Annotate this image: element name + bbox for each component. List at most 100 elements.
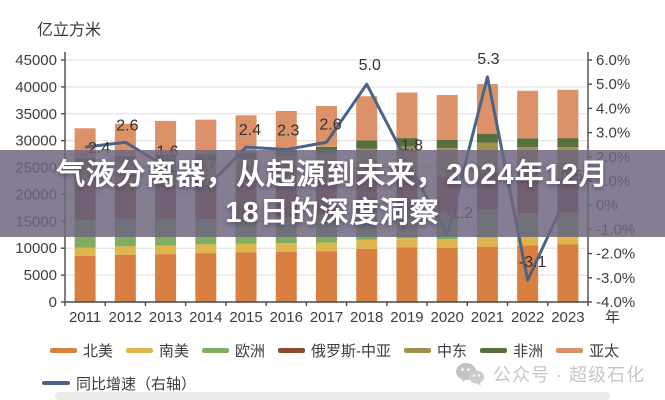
bar-segment-南美 [235, 243, 257, 253]
bar-segment-北美 [396, 247, 418, 302]
legend-regions: 北美 南美 欧洲 俄罗斯-中亚 中东 非洲 亚太 [50, 340, 625, 361]
bar-segment-南美 [436, 239, 458, 248]
right-tick-label: 6.0% [596, 52, 630, 69]
bar-segment-北美 [316, 251, 337, 302]
growth-data-label: 2.6 [319, 116, 341, 133]
bar-segment-北美 [235, 252, 257, 302]
bar-segment-南美 [557, 235, 579, 245]
legend-item-非洲: 非洲 [480, 340, 543, 361]
x-tick-label: 2019 [390, 309, 423, 326]
legend-label: 俄罗斯-中亚 [311, 342, 392, 360]
x-tick-label: 2023 [551, 309, 584, 326]
legend-item-南美: 南美 [126, 340, 189, 361]
left-tick-label: 35000 [15, 106, 57, 123]
bar-segment-南美 [275, 243, 297, 252]
bar-segment-亚太 [356, 96, 378, 141]
left-tick-label: 30000 [15, 133, 57, 150]
x-tick-label: 2016 [270, 309, 303, 326]
bar-segment-南美 [517, 236, 539, 246]
growth-data-label: 5.0 [359, 57, 381, 74]
right-tick-label: -4.0% [596, 294, 635, 311]
left-tick-label: 10000 [15, 240, 57, 257]
watermark-text: 公众号 · 超级石化 [493, 365, 645, 385]
headline-line-2: 18日的深度洞察 [225, 196, 440, 229]
growth-line-label: 同比增速（右轴） [76, 375, 197, 393]
left-tick-label: 5000 [24, 267, 57, 284]
legend-label: 北美 [83, 342, 114, 360]
bar-segment-亚太 [235, 115, 257, 153]
bar-segment-亚太 [195, 119, 217, 155]
legend-swatch [556, 347, 584, 353]
right-tick-label: 3.0% [596, 125, 630, 142]
bar-segment-南美 [74, 247, 96, 256]
bar-segment-亚太 [436, 95, 458, 140]
bar-segment-非洲 [557, 138, 579, 148]
bar-segment-北美 [275, 251, 297, 302]
x-tick-label: 2021 [471, 309, 504, 326]
x-tick-label: 2015 [229, 309, 262, 326]
left-tick-label: 0 [49, 294, 57, 311]
legend-label: 欧洲 [235, 342, 266, 360]
left-axis-unit-label: 亿立方米 [37, 22, 102, 39]
bar-segment-非洲 [436, 139, 458, 148]
bar-segment-南美 [195, 244, 217, 254]
growth-line-swatch [42, 381, 70, 385]
left-tick-label: 40000 [15, 79, 57, 96]
legend-label: 亚太 [589, 342, 620, 360]
headline-overlay-band: 气液分离器，从起源到未来，2024年12月 18日的深度洞察 [0, 150, 665, 237]
legend-label: 中东 [437, 342, 468, 360]
legend-label: 非洲 [513, 342, 544, 360]
x-tick-label: 2013 [149, 309, 182, 326]
right-tick-label: 5.0% [596, 76, 630, 93]
wechat-icon [456, 363, 484, 386]
legend-item-俄罗斯-中亚: 俄罗斯-中亚 [278, 340, 391, 361]
x-tick-label: 2022 [511, 309, 544, 326]
right-tick-label: 4.0% [596, 100, 630, 117]
bar-segment-南美 [316, 242, 337, 252]
right-tick-label: -2.0% [596, 246, 635, 263]
bar-segment-北美 [436, 247, 458, 302]
legend-swatch [278, 347, 306, 353]
bar-segment-南美 [155, 245, 177, 255]
x-axis-unit: 年 [605, 309, 620, 326]
x-tick-label: 2020 [431, 309, 464, 326]
bar-segment-亚太 [155, 120, 177, 155]
bar-segment-北美 [557, 244, 579, 302]
growth-data-label: -3.1 [519, 254, 547, 271]
legend-label: 南美 [159, 342, 190, 360]
bar-segment-北美 [476, 246, 498, 302]
bar-segment-北美 [114, 254, 136, 302]
legend-swatch [202, 347, 230, 353]
legend-item-亚太: 亚太 [556, 340, 619, 361]
right-tick-label: -3.0% [596, 270, 635, 287]
x-tick-label: 2017 [310, 309, 343, 326]
legend-item-欧洲: 欧洲 [202, 340, 265, 361]
growth-data-label: 2.6 [116, 117, 138, 134]
bar-segment-非洲 [356, 140, 378, 149]
bar-segment-亚太 [114, 123, 136, 156]
x-tick-label: 2012 [109, 309, 142, 326]
legend-item-中东: 中东 [404, 340, 467, 361]
bar-segment-南美 [396, 238, 418, 248]
bar-segment-非洲 [476, 133, 498, 143]
legend-growth-line: 同比增速（右轴） [42, 374, 197, 393]
growth-data-label: 5.3 [477, 51, 499, 68]
bar-segment-非洲 [517, 138, 539, 148]
legend-item-北美: 北美 [50, 340, 113, 361]
bar-segment-南美 [114, 246, 136, 255]
bar-segment-亚太 [517, 90, 539, 139]
bar-segment-北美 [155, 254, 177, 302]
bar-segment-南美 [476, 237, 498, 247]
bar-segment-北美 [195, 253, 217, 302]
legend-swatch [126, 347, 154, 353]
bar-segment-非洲 [396, 138, 418, 147]
growth-data-label: 2.3 [277, 123, 299, 140]
legend-swatch [404, 347, 432, 353]
bar-segment-亚太 [396, 92, 418, 139]
headline-line-1: 气液分离器，从起源到未来，2024年12月 [56, 158, 609, 191]
growth-data-label: 2.4 [239, 122, 261, 139]
bar-segment-亚太 [275, 110, 297, 150]
bar-segment-亚太 [557, 89, 579, 139]
legend-swatch [480, 347, 508, 353]
